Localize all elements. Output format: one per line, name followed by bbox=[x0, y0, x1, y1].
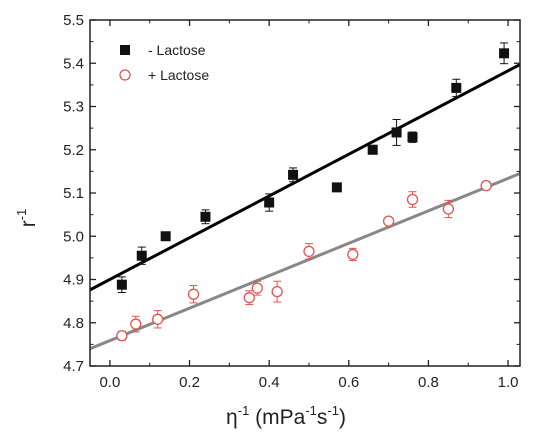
x-tick-label: 0.6 bbox=[338, 374, 359, 391]
data-point-minus-lactose bbox=[136, 250, 147, 261]
y-tick-label: 5.3 bbox=[63, 99, 84, 116]
legend-marker-plus-lactose bbox=[119, 69, 131, 81]
legend: - Lactose + Lactose bbox=[119, 42, 209, 83]
data-point-minus-lactose bbox=[367, 144, 378, 155]
x-axis-units-open: (mPa bbox=[249, 406, 305, 429]
x-tick-label: 0.2 bbox=[179, 374, 200, 391]
y-tick-label: 5.0 bbox=[63, 228, 84, 245]
y-tick-label: 4.9 bbox=[63, 272, 84, 289]
y-tick-label: 5.4 bbox=[63, 55, 84, 72]
data-point-plus-lactose bbox=[152, 313, 164, 325]
x-axis-units-mid: s bbox=[317, 406, 328, 429]
data-point-minus-lactose bbox=[200, 211, 211, 222]
x-axis-units-close: ) bbox=[339, 406, 346, 429]
legend-marker-minus-lactose bbox=[120, 45, 130, 55]
data-point-minus-lactose bbox=[331, 182, 342, 193]
y-axis-title-sup: -1 bbox=[14, 209, 29, 221]
data-point-plus-lactose bbox=[187, 288, 200, 300]
x-axis-title: η-1 (mPa-1s-1) bbox=[226, 403, 346, 429]
data-point-minus-lactose bbox=[116, 279, 127, 290]
data-point-minus-lactose bbox=[264, 197, 275, 208]
x-axis-units-sup1: -1 bbox=[305, 403, 317, 418]
data-point-minus-lactose bbox=[499, 48, 510, 59]
data-point-minus-lactose bbox=[288, 169, 299, 180]
data-point-plus-lactose bbox=[130, 318, 142, 330]
data-point-plus-lactose bbox=[116, 330, 128, 342]
x-axis-title-base: η bbox=[226, 406, 238, 429]
data-point-minus-lactose bbox=[160, 231, 171, 242]
data-point-plus-lactose bbox=[406, 193, 419, 206]
x-tick-label: 0.8 bbox=[418, 374, 439, 391]
fit-lines bbox=[89, 63, 521, 351]
fit-line-minus-lactose bbox=[89, 63, 521, 292]
data-point-plus-lactose bbox=[382, 215, 395, 227]
axis-ticks: 0.0 0.2 0.4 0.6 0.8 1.0 4.7 4.8 4.9 5.0 5.1 5.2 5.3 5… bbox=[63, 12, 520, 391]
data-point-minus-lactose bbox=[391, 127, 402, 138]
y-axis-title: r-1 bbox=[14, 209, 40, 228]
data-points bbox=[116, 42, 510, 342]
y-tick-label: 4.8 bbox=[63, 315, 84, 332]
legend-label-plus-lactose: + Lactose bbox=[148, 67, 209, 83]
data-point-minus-lactose bbox=[407, 132, 418, 143]
data-point-plus-lactose bbox=[480, 179, 492, 192]
y-tick-label: 4.7 bbox=[63, 358, 84, 375]
x-tick-label: 0.4 bbox=[259, 374, 280, 391]
y-tick-label: 5.1 bbox=[63, 185, 84, 202]
y-tick-label: 5.5 bbox=[63, 12, 84, 29]
x-tick-label: 0.0 bbox=[99, 374, 120, 391]
legend-label-minus-lactose: - Lactose bbox=[148, 42, 206, 58]
data-point-plus-lactose bbox=[271, 285, 283, 298]
y-axis-title-base: r bbox=[17, 220, 40, 227]
data-point-plus-lactose bbox=[251, 282, 263, 294]
data-point-minus-lactose bbox=[451, 82, 462, 93]
data-point-plus-lactose bbox=[243, 292, 255, 304]
x-axis-units-sup2: -1 bbox=[327, 403, 339, 418]
data-point-plus-lactose bbox=[442, 203, 454, 215]
y-tick-label: 5.2 bbox=[63, 142, 84, 159]
x-axis-title-sup: -1 bbox=[238, 403, 250, 418]
data-point-plus-lactose bbox=[347, 248, 359, 261]
x-tick-label: 1.0 bbox=[498, 374, 519, 391]
data-point-plus-lactose bbox=[303, 245, 315, 258]
